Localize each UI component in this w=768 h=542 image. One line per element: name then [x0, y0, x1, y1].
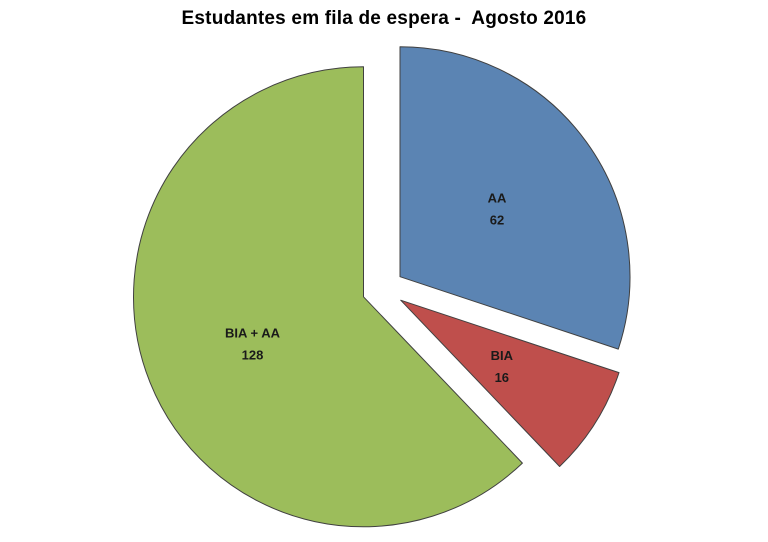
pie-slice-bia-aa[interactable] [133, 66, 523, 528]
pie-slice-label-bia-aa: BIA + AA 128 [225, 325, 281, 362]
chart-title: Estudantes em fila de espera - Agosto 20… [181, 8, 587, 29]
pie-slice-aa[interactable] [399, 46, 631, 350]
pie-slice-label-aa: AA 62 [488, 191, 507, 228]
pie-slice-label-bia: BIA 16 [491, 348, 514, 385]
pie-slice-bia[interactable] [400, 299, 620, 467]
